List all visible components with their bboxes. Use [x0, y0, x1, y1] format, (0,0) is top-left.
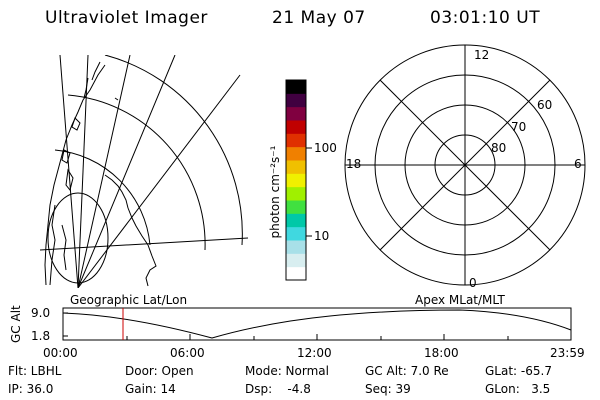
info-glon: GLon: 3.5 — [485, 382, 551, 396]
time-label: 03:01:10 UT — [430, 8, 541, 28]
coastline — [114, 97, 119, 101]
lat-label-80: 80 — [491, 141, 507, 155]
colorbar-band — [286, 186, 306, 201]
mlt-label-6: 6 — [574, 157, 582, 171]
info-glat: GLat: -65.7 — [485, 364, 552, 378]
colorbar-frame — [285, 79, 307, 281]
colorbar-band — [286, 226, 306, 241]
info-seq: Seq: 39 — [365, 382, 411, 396]
altitude-ytick-9: 9.0 — [31, 306, 51, 320]
coastline — [44, 64, 106, 286]
info-dsp: Dsp: -4.8 — [245, 382, 311, 396]
lat-label-70: 70 — [511, 120, 527, 134]
mlt-label-0: 0 — [469, 276, 477, 290]
polar-axis-diagonal — [379, 79, 551, 251]
altitude-xtick-1200: 12:00 — [297, 346, 332, 360]
colorbar-band — [286, 160, 306, 174]
colorbar-band — [286, 266, 306, 281]
info-ip: IP: 36.0 — [8, 382, 54, 396]
meridian — [77, 74, 241, 288]
lat-arc — [104, 55, 243, 246]
colorbar-unit: photon cm⁻²s⁻¹ — [268, 145, 282, 239]
colorbar-band — [286, 146, 306, 161]
info-flt: Flt: LBHL — [8, 364, 62, 378]
colorbar-band — [286, 93, 306, 108]
colorbar-label-10: 10 — [314, 229, 330, 243]
colorbar-label-100: 100 — [314, 141, 337, 155]
geographic-map — [40, 55, 249, 288]
colorbar-band — [286, 253, 306, 268]
instrument-title: Ultraviolet Imager — [45, 8, 208, 28]
colorbar-band — [286, 200, 306, 214]
colorbar-band — [286, 80, 306, 94]
date-label: 21 May 07 — [272, 8, 366, 28]
lat-label-60: 60 — [537, 98, 553, 112]
altitude-xtick-2359: 23:59 — [550, 346, 585, 360]
altitude-xtick-0600: 06:00 — [170, 346, 205, 360]
mlt-label-12: 12 — [474, 48, 490, 62]
info-gcalt: GC Alt: 7.0 Re — [365, 364, 449, 378]
coastline — [61, 224, 67, 271]
mlt-label-18: 18 — [346, 157, 362, 171]
left-map-title: Geographic Lat/Lon — [70, 293, 188, 307]
colorbar — [286, 80, 306, 281]
colorbar-band — [286, 213, 306, 228]
colorbar-band — [286, 120, 306, 134]
coastline — [71, 117, 81, 131]
lat-arc — [67, 94, 206, 251]
right-map-title: Apex MLat/MLT — [415, 293, 505, 307]
info-gain: Gain: 14 — [125, 382, 176, 396]
colorbar-band — [286, 240, 306, 254]
altitude-ylabel: GC Alt — [9, 305, 23, 343]
meridian — [77, 55, 89, 288]
colorbar-band — [286, 106, 306, 121]
coastline — [61, 149, 71, 164]
coastline — [65, 168, 74, 192]
coastline — [83, 61, 101, 99]
colorbar-band — [286, 173, 306, 188]
info-mode: Mode: Normal — [245, 364, 329, 378]
meridian — [77, 55, 131, 288]
colorbar-band — [286, 133, 306, 148]
coastline — [104, 174, 129, 209]
meridian — [77, 55, 176, 288]
coastline — [49, 204, 56, 286]
polar-plot — [344, 44, 586, 286]
info-door: Door: Open — [125, 364, 194, 378]
altitude-xtick-1800: 18:00 — [424, 346, 459, 360]
altitude-xtick-0000: 00:00 — [43, 346, 78, 360]
lat-arc — [54, 149, 151, 246]
altitude-ytick-1-8: 1.8 — [31, 329, 51, 343]
coastline — [127, 207, 157, 287]
altitude-curve — [62, 309, 572, 339]
altitude-plot — [62, 307, 572, 341]
